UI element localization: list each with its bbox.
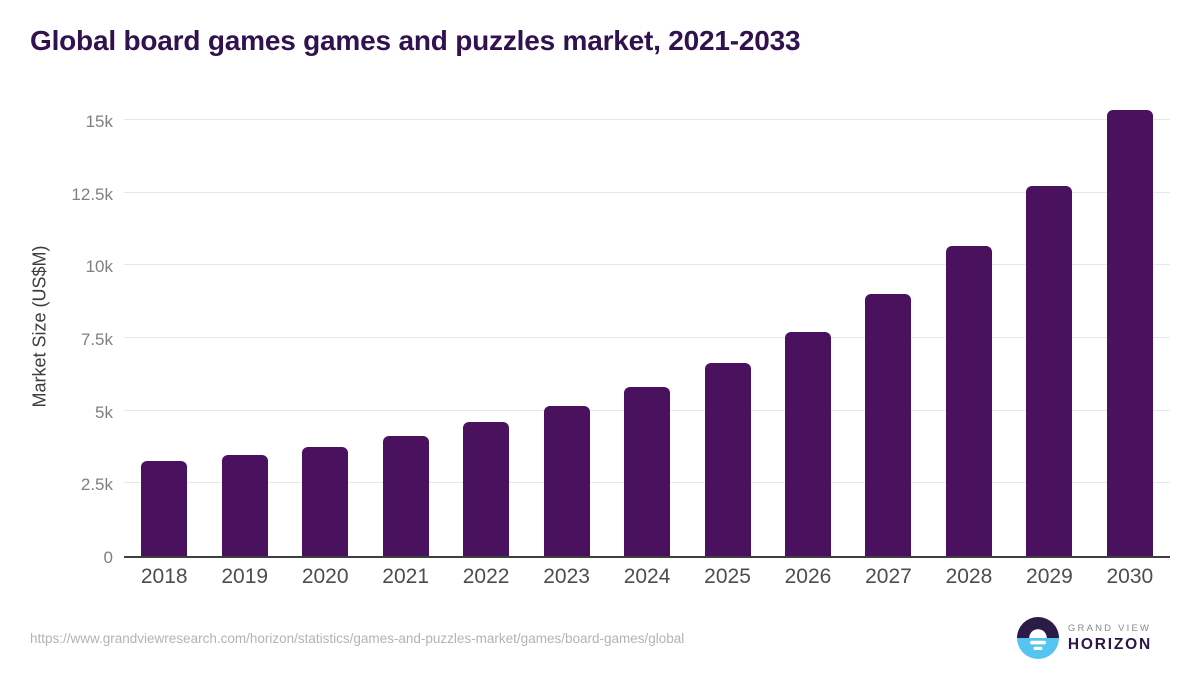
x-label-slot-2023: 2023 [526, 565, 606, 589]
y-axis-title-column: Market Size (US$M) [20, 95, 60, 558]
bar-slot-2025 [687, 362, 767, 556]
bar-2023 [543, 406, 590, 556]
x-label-slot-2028: 2028 [929, 565, 1009, 589]
bar-slot-2018 [124, 460, 204, 556]
logo-brand-line2: HORIZON [1067, 635, 1152, 653]
gridline-10k [124, 264, 1170, 266]
bar-slot-2022 [446, 422, 526, 556]
bar-slot-2020 [285, 446, 365, 556]
y-axis-ticks: 0 2.5k 5k 7.5k 10k 12.5k 15k [60, 95, 124, 567]
x-label-slot-2026: 2026 [768, 565, 848, 589]
grand-view-horizon-logo: GRAND VIEW HORIZON [1016, 617, 1152, 659]
x-label-slot-2020: 2020 [285, 565, 365, 589]
x-tick-label-2027: 2027 [865, 565, 912, 588]
bar-slot-2019 [204, 455, 284, 556]
logo-brand-line1: GRAND VIEW [1067, 622, 1152, 634]
bar-2029 [1026, 185, 1073, 556]
source-url: https://www.grandviewresearch.com/horizo… [30, 630, 685, 646]
gridline-12.5k [124, 191, 1170, 193]
page: Global board games games and puzzles mar… [0, 24, 1200, 699]
bar-slot-2029 [1009, 185, 1089, 556]
bar-2019 [221, 455, 268, 556]
chart: Market Size (US$M) 0 2.5k 5k 7.5k 10k 12.5k 15… [20, 95, 1200, 589]
x-label-slot-2021: 2021 [365, 565, 445, 589]
x-label-slot-2024: 2024 [607, 565, 687, 589]
gridline-15k [124, 119, 1170, 120]
x-label-slot-2019: 2019 [204, 565, 284, 589]
bar-2030 [1106, 109, 1153, 556]
x-tick-label-2028: 2028 [945, 565, 993, 588]
y-tick-label-7.5k: 7.5k [80, 330, 113, 349]
plot-area [124, 95, 1170, 558]
footer: https://www.grandviewresearch.com/horizo… [0, 617, 1200, 659]
x-tick-label-2020: 2020 [301, 565, 349, 588]
y-tick-label-12.5k: 12.5k [71, 184, 113, 204]
y-axis-title: Market Size (US$M) [29, 245, 50, 408]
x-tick-label-2026: 2026 [784, 565, 832, 588]
bar-2026 [784, 332, 831, 556]
y-tick-label-0: 0 [103, 548, 113, 567]
y-tick-label-5k: 5k [95, 402, 113, 422]
x-label-slot-2027: 2027 [848, 565, 928, 589]
logo-text: GRAND VIEW HORIZON [1068, 623, 1152, 654]
x-label-slot-2030: 2030 [1090, 565, 1170, 589]
bar-2025 [704, 362, 751, 556]
x-tick-label-2023: 2023 [543, 565, 590, 588]
horizon-sunrise-icon [1016, 617, 1059, 659]
y-tick-label-15k: 15k [85, 112, 113, 131]
y-tick-label-10k: 10k [85, 257, 113, 277]
x-label-slot-2022: 2022 [446, 565, 526, 589]
bar-slot-2021 [365, 436, 445, 556]
x-axis-labels: 2018 2019 2020 2021 2022 2023 2024 2025 2026 2027… [124, 565, 1170, 589]
bar-slot-2024 [607, 387, 687, 556]
bars-row [124, 93, 1170, 556]
x-label-slot-2018: 2018 [124, 565, 204, 589]
x-tick-label-2021: 2021 [382, 565, 429, 588]
gridline-7.5k [124, 337, 1170, 338]
x-tick-label-2022: 2022 [462, 565, 510, 588]
x-tick-label-2030: 2030 [1106, 565, 1154, 588]
bar-2027 [865, 294, 912, 556]
bar-2028 [945, 245, 992, 556]
x-tick-label-2025: 2025 [704, 565, 751, 588]
x-tick-label-2029: 2029 [1026, 565, 1073, 588]
chart-title: Global board games games and puzzles mar… [30, 25, 801, 56]
x-label-slot-2029: 2029 [1009, 565, 1089, 589]
bar-slot-2023 [526, 406, 606, 556]
plot-and-labels: 2018 2019 2020 2021 2022 2023 2024 2025 2026 2027… [124, 95, 1170, 589]
bar-slot-2030 [1090, 109, 1170, 556]
bar-slot-2026 [768, 332, 848, 556]
bar-slot-2027 [848, 294, 928, 556]
bar-2021 [382, 436, 429, 556]
x-tick-label-2019: 2019 [221, 565, 269, 588]
bar-2022 [463, 422, 510, 556]
x-tick-label-2018: 2018 [140, 565, 188, 588]
bar-slot-2028 [929, 245, 1009, 556]
bar-2024 [624, 387, 671, 556]
bar-2018 [141, 460, 188, 556]
x-tick-label-2024: 2024 [623, 565, 671, 588]
bar-2020 [302, 446, 349, 556]
x-label-slot-2025: 2025 [687, 565, 767, 589]
y-tick-label-2.5k: 2.5k [80, 475, 113, 495]
